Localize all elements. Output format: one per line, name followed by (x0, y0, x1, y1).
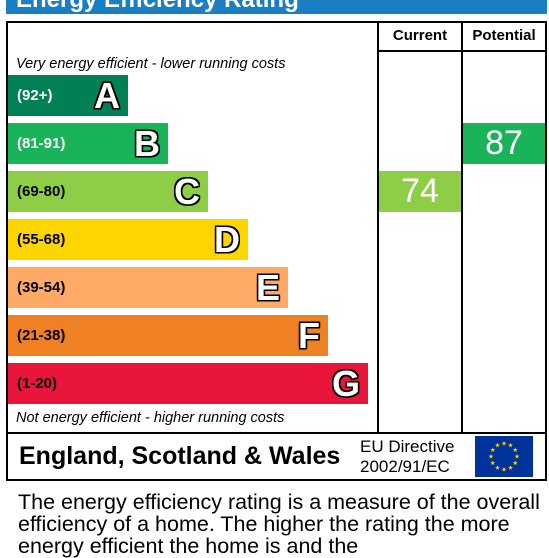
band-e-letter: E (255, 267, 280, 308)
band-e: (39-54) E (8, 267, 288, 308)
band-a: (92+) A (8, 75, 128, 116)
eu-star-icon (508, 442, 513, 448)
band-c-letter: C (174, 171, 200, 212)
band-a-range: (92+) (17, 87, 53, 104)
eu-star-icon (488, 453, 494, 459)
eu-star-icon (501, 466, 507, 472)
eu-directive-line2: 2002/91/EC (360, 457, 450, 476)
band-b: (81-91) B (8, 123, 168, 164)
band-c: (69-80) C (8, 171, 208, 212)
eu-star-icon (514, 453, 520, 459)
band-d: (55-68) D (8, 219, 248, 260)
band-d-letter: D (214, 219, 240, 260)
efficiency-note-top: Very energy efficient - lower running co… (16, 56, 286, 72)
band-f-range: (21-38) (17, 327, 66, 344)
potential-rating-value: 87 (485, 124, 523, 162)
band-d-range: (55-68) (17, 231, 66, 248)
current-rating: 74 (379, 171, 461, 212)
header-row-divider (377, 50, 545, 52)
eu-star-icon (501, 440, 507, 446)
eu-star-icon (490, 447, 496, 453)
current-rating-value: 74 (401, 172, 439, 210)
efficiency-note-bottom: Not energy efficient - higher running co… (16, 410, 285, 426)
eu-star-icon (512, 460, 518, 466)
band-b-range: (81-91) (17, 135, 66, 152)
eu-star-icon (508, 465, 513, 470)
current-column-divider (377, 23, 379, 432)
eu-flag-icon (475, 436, 533, 477)
band-f-letter: F (298, 315, 320, 356)
eu-directive: EU Directive 2002/91/EC (360, 437, 454, 477)
band-g-range: (1-20) (17, 375, 58, 392)
eu-directive-line1: EU Directive (360, 437, 455, 456)
eu-star-icon (495, 442, 500, 448)
band-c-range: (69-80) (17, 183, 66, 200)
eu-star-icon (512, 447, 518, 453)
eu-star-icon (495, 465, 500, 470)
potential-column-divider (461, 23, 463, 432)
potential-column-header: Potential (472, 27, 536, 44)
band-g: (1-20) G (8, 363, 368, 404)
rating-chart: Current Potential Very energy efficient … (6, 21, 547, 481)
potential-rating: 87 (463, 123, 545, 164)
header-bar: Energy Efficiency Rating (6, 0, 547, 14)
chart-title: Energy Efficiency Rating (16, 0, 299, 14)
footer-divider (8, 432, 545, 434)
footer-country: England, Scotland & Wales (19, 442, 341, 470)
eu-star-icon (490, 460, 496, 466)
band-a-letter: A (94, 75, 120, 116)
band-f: (21-38) F (8, 315, 328, 356)
current-column-header: Current (392, 27, 448, 44)
band-e-range: (39-54) (17, 279, 66, 296)
rating-description: The energy efficiency rating is a measur… (18, 490, 540, 558)
band-g-letter: G (331, 363, 360, 404)
band-b-letter: B (134, 123, 160, 164)
